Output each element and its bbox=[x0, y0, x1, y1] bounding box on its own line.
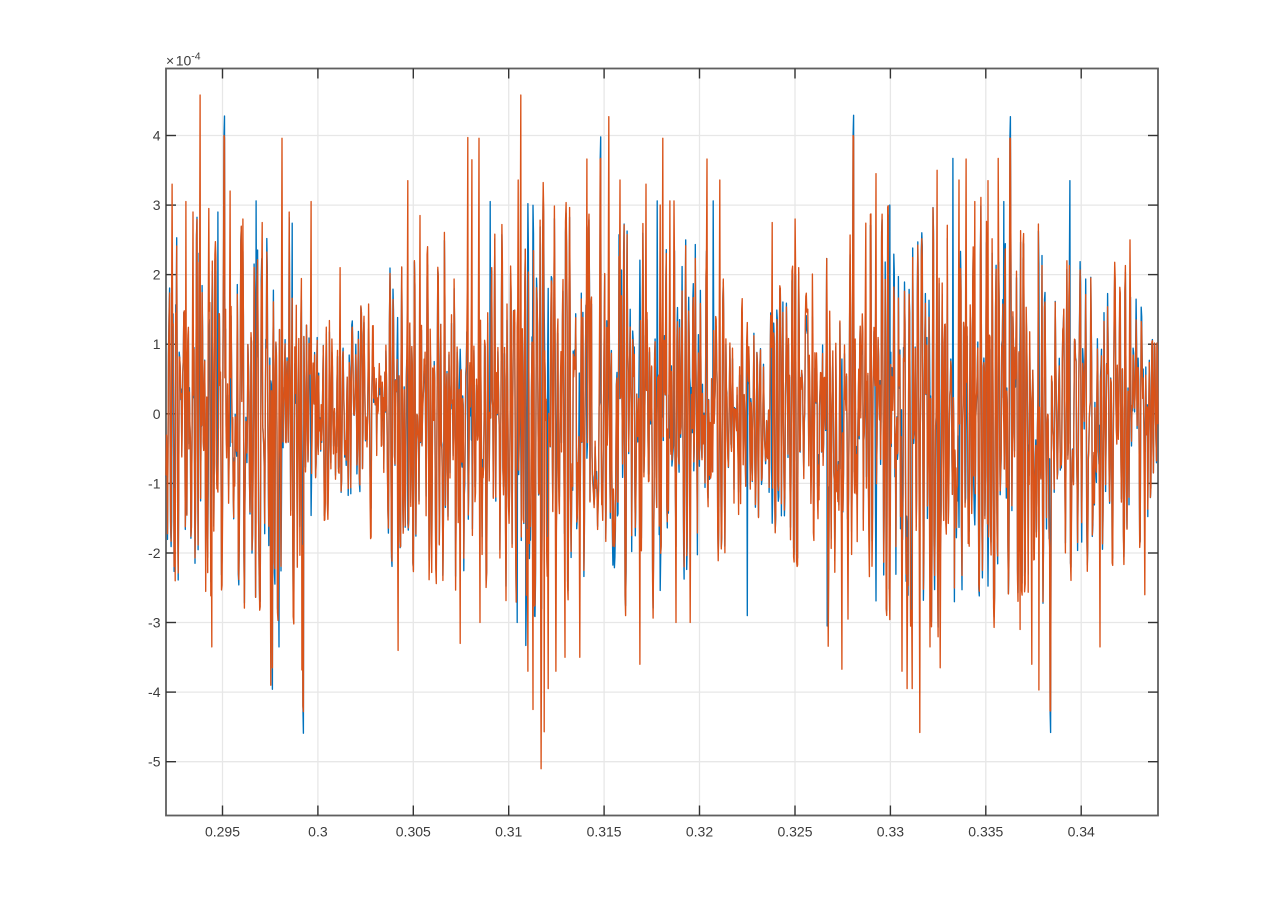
svg-text:0.335: 0.335 bbox=[968, 824, 1003, 840]
svg-text:0: 0 bbox=[153, 406, 161, 422]
svg-text:-2: -2 bbox=[148, 545, 161, 561]
svg-text:-1: -1 bbox=[148, 475, 161, 491]
svg-text:0.31: 0.31 bbox=[495, 824, 522, 840]
svg-text:-3: -3 bbox=[148, 615, 161, 631]
svg-text:-5: -5 bbox=[148, 754, 161, 770]
svg-text:0.315: 0.315 bbox=[587, 824, 622, 840]
svg-text:0.3: 0.3 bbox=[308, 824, 328, 840]
svg-text:0.33: 0.33 bbox=[877, 824, 904, 840]
svg-text:0.325: 0.325 bbox=[777, 824, 812, 840]
svg-text:0.295: 0.295 bbox=[205, 824, 240, 840]
svg-text:2: 2 bbox=[153, 267, 161, 283]
svg-text:4: 4 bbox=[153, 128, 161, 144]
svg-text:-4: -4 bbox=[148, 684, 161, 700]
svg-text:0.32: 0.32 bbox=[686, 824, 713, 840]
svg-text:0.34: 0.34 bbox=[1068, 824, 1095, 840]
svg-text:0.305: 0.305 bbox=[396, 824, 431, 840]
svg-text:1: 1 bbox=[153, 336, 161, 352]
svg-text:3: 3 bbox=[153, 197, 161, 213]
